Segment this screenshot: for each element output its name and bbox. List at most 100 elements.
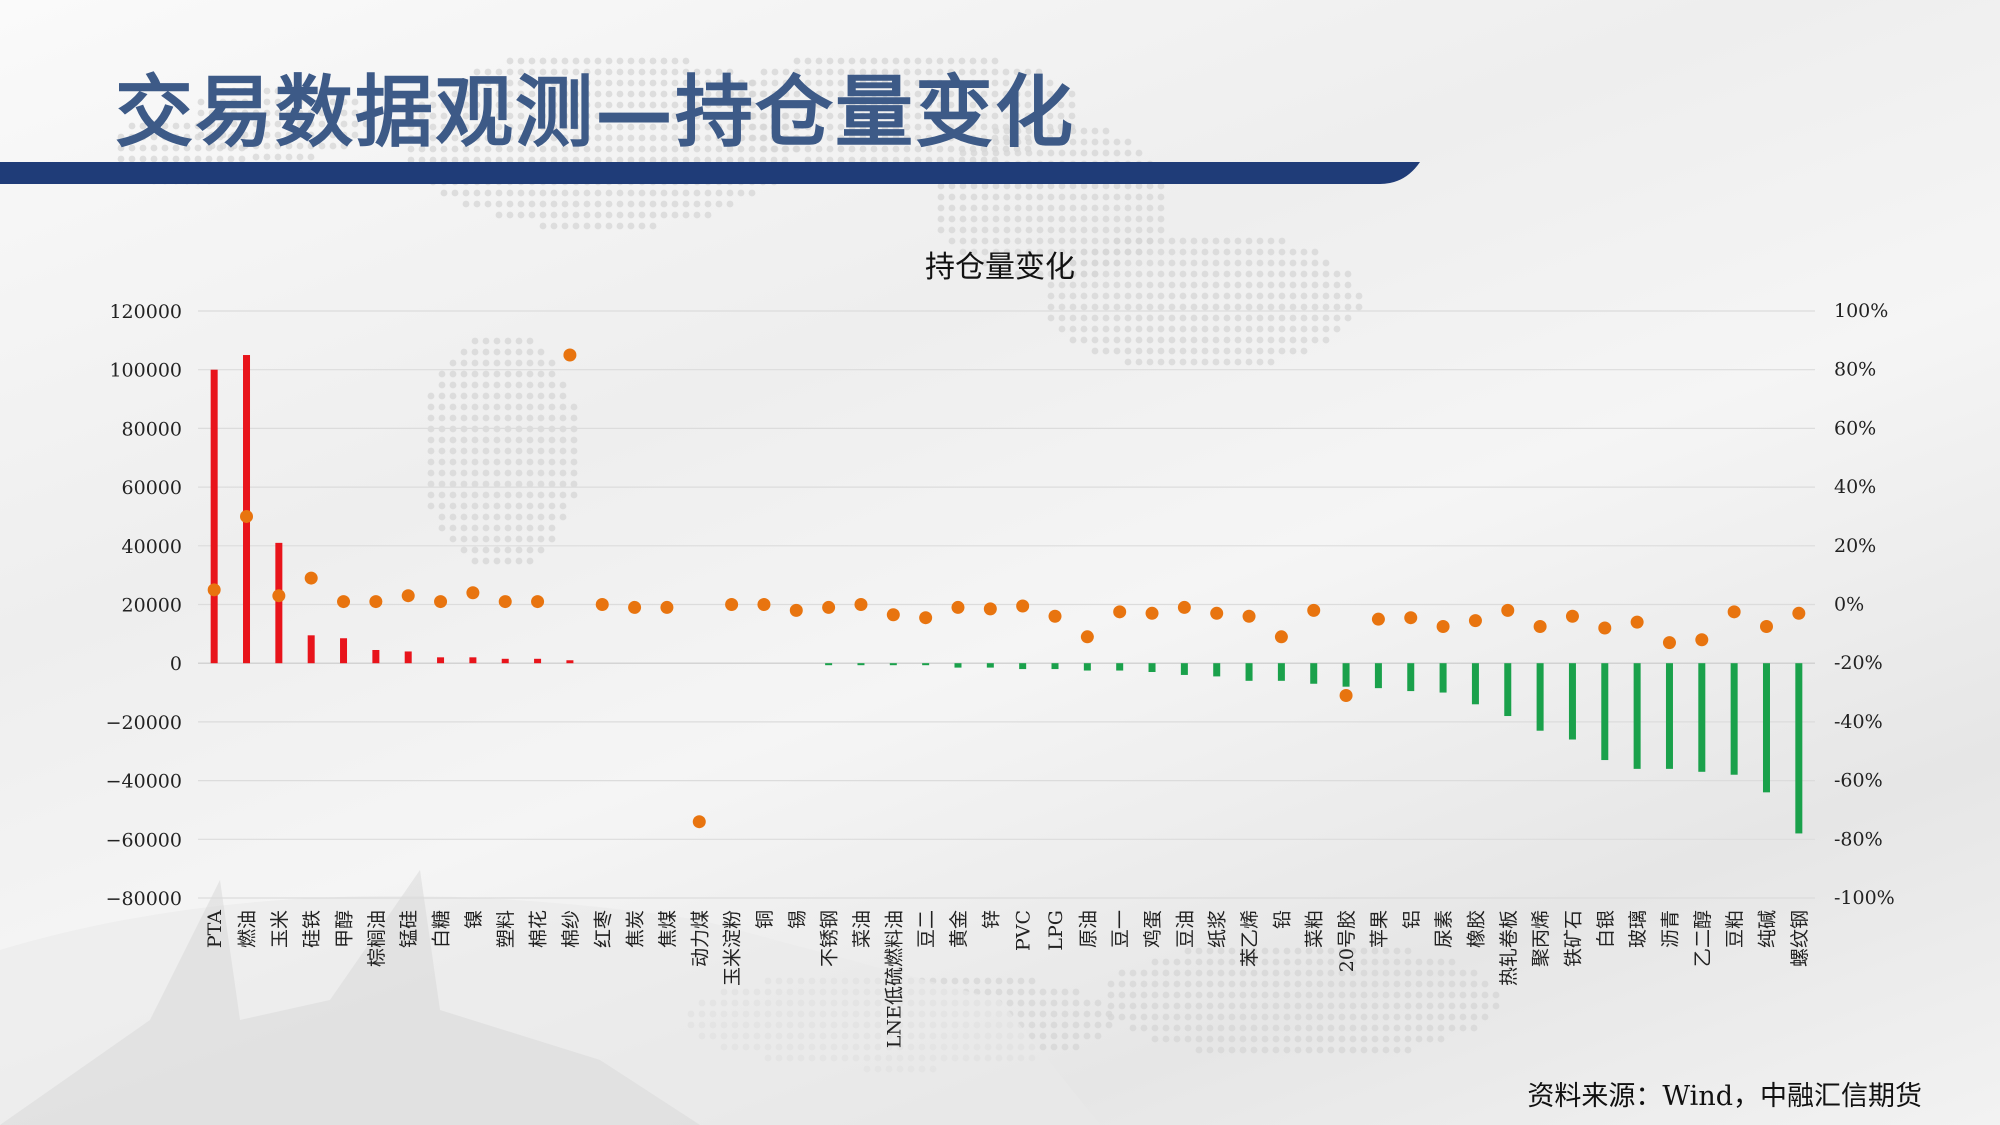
category-label: 豆粕 [1724, 910, 1746, 948]
bar-20号胶 [1342, 663, 1350, 687]
dot-锌 [983, 602, 997, 616]
dot-黄金 [951, 600, 965, 614]
left-axis-tick-label: 40000 [122, 536, 182, 558]
category-label: 棕榈油 [366, 910, 388, 967]
dot-20号胶 [1339, 688, 1353, 702]
category-label: 锌 [980, 910, 1002, 929]
bar-锌 [986, 663, 994, 668]
dot-沥青 [1662, 636, 1676, 650]
left-axis-tick-label: 20000 [122, 595, 182, 617]
category-label: 铜 [754, 910, 776, 929]
dot-乙二醇 [1695, 633, 1709, 647]
dot-玉米 [272, 589, 286, 603]
category-label: 乙二醇 [1692, 910, 1714, 967]
dot-棕榈油 [369, 595, 383, 609]
dot-红枣 [595, 598, 609, 611]
dot-螺纹钢 [1792, 606, 1806, 620]
category-label: 热轧卷板 [1498, 910, 1520, 986]
category-label: 20号胶 [1336, 910, 1358, 972]
bar-豆二 [922, 663, 930, 666]
left-axis-tick-label: −80000 [106, 888, 182, 910]
category-label: 螺纹钢 [1789, 910, 1811, 967]
category-label: 铅 [1271, 910, 1293, 929]
right-axis-tick-label: 100% [1834, 300, 1888, 322]
left-axis-tick-label: −40000 [106, 771, 182, 793]
dot-纸浆 [1210, 606, 1224, 620]
dot-豆一 [1113, 605, 1127, 619]
bar-苹果 [1374, 663, 1382, 689]
bar-铁矿石 [1568, 663, 1576, 740]
dot-玉米淀粉 [725, 598, 739, 611]
bar-燃油 [243, 355, 251, 664]
bar-棉花 [534, 658, 542, 664]
bar-豆一 [1116, 663, 1124, 671]
dot-白银 [1598, 621, 1612, 635]
bar-铝 [1407, 663, 1415, 692]
dot-series [207, 348, 1806, 829]
right-axis-tick-label: -20% [1834, 652, 1883, 674]
bar-纸浆 [1213, 663, 1221, 677]
dot-苯乙烯 [1242, 609, 1256, 623]
dot-苹果 [1371, 612, 1385, 626]
bar-玻璃 [1633, 663, 1641, 769]
dot-橡胶 [1468, 614, 1482, 628]
bar-LPG [1051, 663, 1059, 670]
bar-棉纱 [566, 660, 574, 664]
category-label: 焦煤 [657, 910, 679, 948]
dot-玻璃 [1630, 615, 1644, 629]
bar-菜油 [857, 663, 865, 666]
category-label: 燃油 [237, 910, 259, 948]
bar-玉米 [275, 542, 283, 664]
bar-橡胶 [1471, 663, 1479, 705]
category-label: 苹果 [1368, 910, 1390, 948]
dot-白糖 [434, 595, 448, 609]
category-label: 动力煤 [689, 910, 711, 967]
category-label: 棉花 [528, 910, 550, 948]
right-axis-tick-label: 60% [1834, 417, 1876, 439]
bar-黄金 [954, 663, 962, 668]
left-axis-tick-label: 60000 [122, 477, 182, 499]
category-label: 鸡蛋 [1142, 910, 1164, 948]
header-underline-bar [0, 162, 1420, 184]
left-axis-tick-label: 0 [170, 653, 182, 675]
category-label: 铁矿石 [1562, 910, 1584, 967]
left-axis-tick-label: 80000 [122, 418, 182, 440]
bar-乙二醇 [1698, 663, 1706, 772]
category-label: 棉纱 [560, 910, 582, 948]
category-label: 黄金 [948, 910, 970, 948]
category-label: 橡胶 [1465, 910, 1487, 948]
bar-鸡蛋 [1148, 663, 1156, 673]
category-label: 硅铁 [301, 910, 323, 948]
category-label: 纯碱 [1756, 910, 1778, 948]
bar-塑料 [501, 658, 509, 664]
source-note: 资料来源：Wind，中融汇信期货 [1527, 1081, 1922, 1112]
right-y-axis: -100% -80% -60% -40% -20% 0% 20% 40% 60% 80% 100% [1834, 300, 1895, 909]
category-label: 豆一 [1110, 910, 1132, 948]
bar-锰硅 [404, 651, 412, 664]
bar-沥青 [1665, 663, 1673, 769]
category-label: LPG [1045, 910, 1067, 951]
category-label: 白糖 [431, 910, 453, 948]
dot-锰硅 [401, 589, 415, 603]
chart-title: 持仓量变化 [925, 250, 1075, 285]
bar-原油 [1083, 663, 1091, 671]
category-label: 玻璃 [1627, 910, 1649, 948]
category-label: PTA [204, 910, 226, 948]
bar-硅铁 [307, 635, 315, 664]
category-label: 苯乙烯 [1239, 910, 1261, 967]
category-label: 聚丙烯 [1530, 910, 1552, 967]
category-label: 白银 [1595, 910, 1617, 948]
right-axis-tick-label: 20% [1834, 535, 1876, 557]
right-axis-tick-label: -100% [1834, 887, 1895, 909]
dot-菜粕 [1307, 603, 1321, 617]
dot-动力煤 [692, 815, 706, 829]
category-label: 不锈钢 [819, 910, 841, 967]
category-label: 纸浆 [1207, 910, 1229, 948]
right-axis-tick-label: -80% [1834, 828, 1883, 850]
category-labels: PTA 燃油 玉米 硅铁 甲醇 棕榈油 锰硅 白糖镍塑料 棉花 棉纱 红枣 焦炭 焦煤 动力煤 玉米淀粉铜锡… [204, 910, 1811, 1048]
dot-尿素 [1436, 620, 1450, 634]
left-y-axis: −80000 −60000 −40000 −20000 0 20000 40000 60000… [106, 301, 182, 910]
bar-不锈钢 [825, 663, 833, 666]
dot-鸡蛋 [1145, 606, 1159, 620]
